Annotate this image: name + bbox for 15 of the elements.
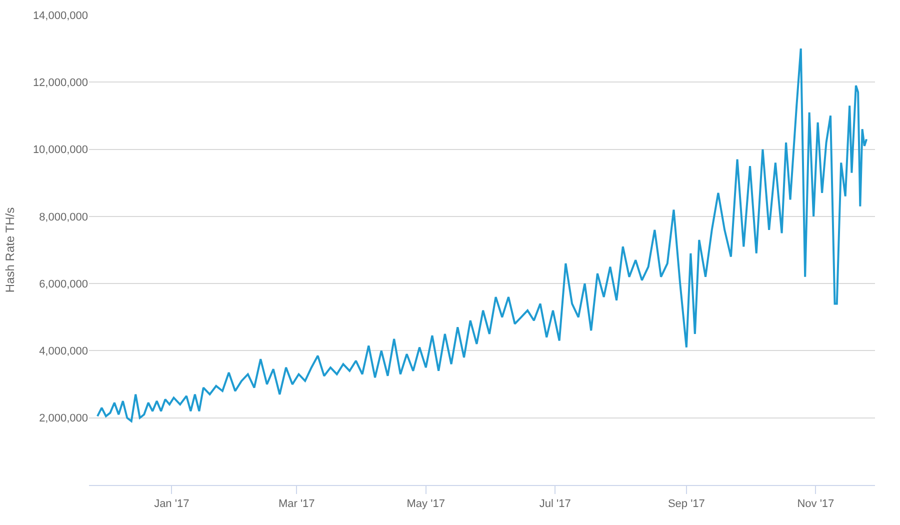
x-tick-label: Mar '17 — [278, 498, 315, 510]
y-tick-label: 8,000,000 — [39, 211, 88, 224]
x-tick-label: Sep '17 — [668, 498, 705, 510]
y-tick-label: 12,000,000 — [32, 76, 88, 89]
y-axis-title: Hash Rate TH/s — [3, 207, 18, 293]
x-tick-label: Jan '17 — [154, 498, 190, 510]
y-tick-label: 2,000,000 — [39, 412, 88, 425]
x-tick-label: Jul '17 — [539, 498, 571, 510]
line-series — [96, 48, 868, 422]
y-tick-label: 14,000,000 — [32, 10, 88, 22]
x-tick-label: Nov '17 — [797, 498, 834, 510]
x-tick-label: May '17 — [406, 498, 445, 510]
y-tick-label: 6,000,000 — [39, 278, 88, 290]
y-tick-label: 4,000,000 — [39, 346, 88, 358]
y-tick-label: 10,000,000 — [32, 144, 88, 156]
